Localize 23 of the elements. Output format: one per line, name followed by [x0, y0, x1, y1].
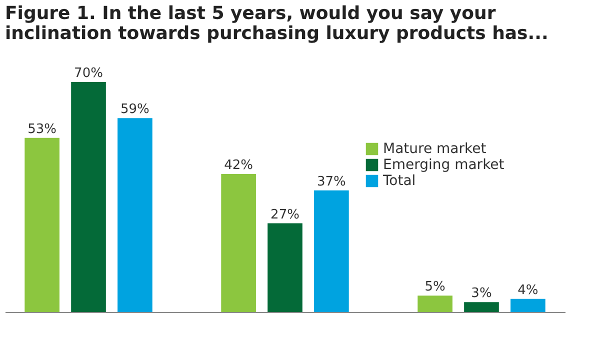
- text: Figure 1. In the last 5 years, would you say your: [5, 3, 496, 24]
- bar: [24, 138, 60, 312]
- data-label: 59%: [120, 102, 150, 118]
- data-label: 70%: [74, 66, 103, 81]
- bar: [418, 296, 452, 312]
- data-label: 4%: [518, 282, 538, 298]
- bar: [314, 190, 349, 312]
- bar: [71, 82, 106, 312]
- bar: [464, 302, 499, 312]
- bar: [221, 174, 256, 312]
- bar: [510, 298, 546, 312]
- bar: [268, 223, 302, 312]
- data-label: 42%: [224, 158, 254, 173]
- bar: [118, 118, 152, 312]
- data-label: 53%: [28, 122, 57, 137]
- text: inclination towards purchasing luxury products has...: [5, 23, 548, 44]
- data-label: 37%: [316, 174, 346, 190]
- legend-label: Emerging market: [383, 157, 505, 173]
- legend-label: Total: [382, 173, 416, 189]
- data-label: 3%: [471, 286, 492, 302]
- data-label: 5%: [424, 280, 446, 295]
- data-label: 27%: [270, 207, 300, 222]
- legend-label: Mature market: [383, 141, 487, 157]
